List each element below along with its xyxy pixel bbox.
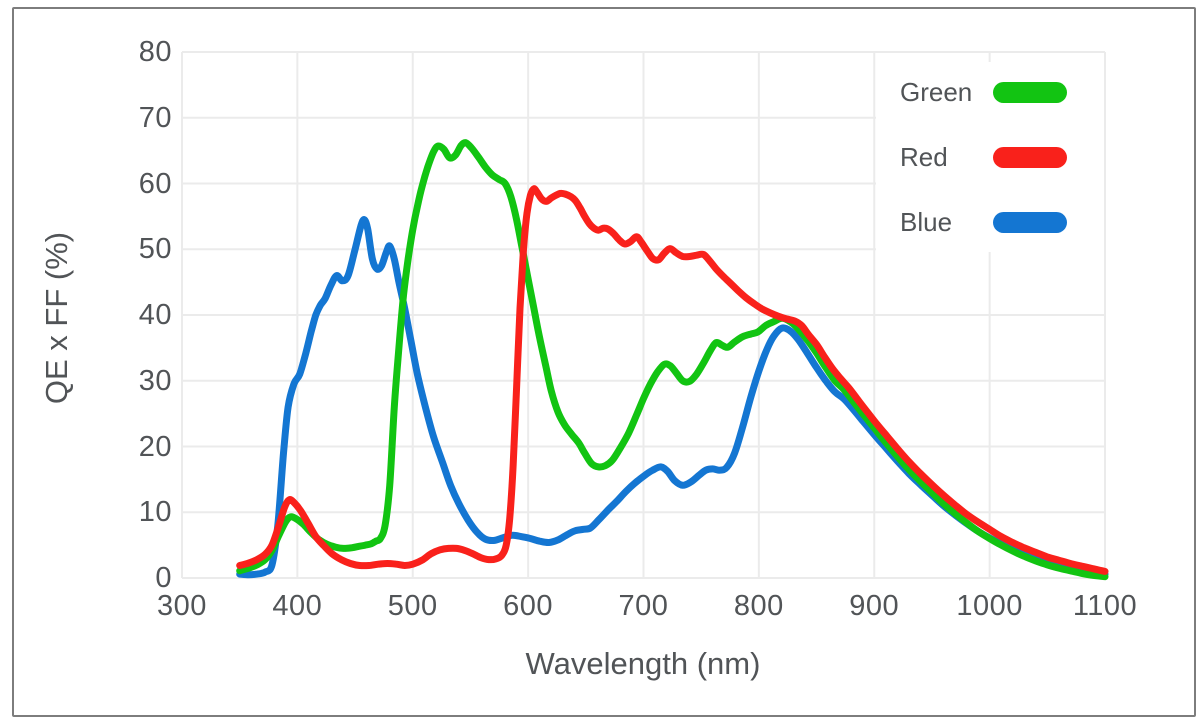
y-axis-title: QE x FF (%) xyxy=(39,231,74,405)
y-tick-label: 60 xyxy=(138,167,172,200)
x-tick-label: 400 xyxy=(272,590,323,622)
legend-label: Blue xyxy=(900,206,953,237)
legend-swatch-blue xyxy=(993,211,1067,233)
legend-label: Green xyxy=(900,76,973,107)
x-tick-label: 1100 xyxy=(1072,590,1138,622)
x-tick-label: 900 xyxy=(849,590,900,622)
red-curve xyxy=(236,185,1109,575)
legend-label: Red xyxy=(900,141,948,172)
x-tick-label: 1000 xyxy=(956,590,1023,622)
legend-item-blue[interactable]: Blue xyxy=(900,192,1067,252)
y-tick-label: 10 xyxy=(138,496,172,529)
legend: Green Red Blue xyxy=(876,62,1104,252)
legend-item-green[interactable]: Green xyxy=(900,62,1067,122)
legend-swatch-green xyxy=(993,81,1067,103)
x-tick-label: 300 xyxy=(157,590,207,622)
legend-item-red[interactable]: Red xyxy=(900,127,1067,187)
x-axis-title: Wavelength (nm) xyxy=(525,646,761,681)
green-curve xyxy=(236,139,1109,581)
x-tick-label: 800 xyxy=(733,590,784,622)
y-tick-label: 40 xyxy=(138,299,172,331)
y-tick-label: 80 xyxy=(138,36,172,68)
grid-layer xyxy=(181,51,1106,579)
y-tick-label: 20 xyxy=(138,430,172,463)
legend-swatch-red xyxy=(993,146,1067,168)
x-tick-label: 700 xyxy=(618,590,669,622)
x-tick-label: 500 xyxy=(387,590,438,622)
y-tick-label: 70 xyxy=(138,101,172,134)
y-tick-label: 50 xyxy=(138,233,172,266)
curve-layer xyxy=(236,139,1109,581)
y-tick-label: 0 xyxy=(155,562,172,594)
x-tick-label: 600 xyxy=(503,590,554,622)
y-tick-label: 30 xyxy=(138,364,172,397)
